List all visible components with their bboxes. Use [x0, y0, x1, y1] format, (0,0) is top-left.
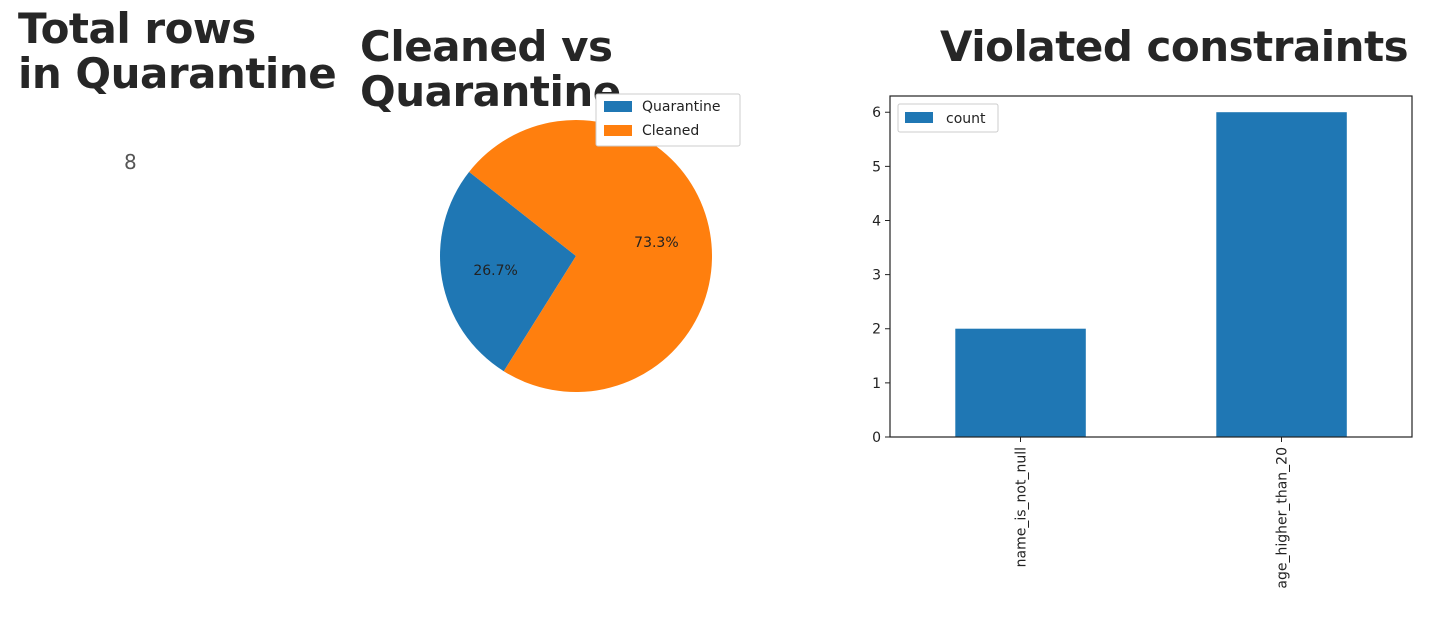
bar-chart: 0 1 2 3 4 5 6 name_is_not_null age_higher_than_2…: [872, 95, 1413, 589]
x-axis: name_is_not_null age_higher_than_20: [1014, 437, 1291, 589]
x-tick-label: name_is_not_null: [1014, 447, 1030, 567]
pie-chart: 26.7% 73.3% Quarantine Cleaned: [440, 93, 741, 392]
pie-slice-cleaned: [469, 119, 713, 392]
bar-legend-frame: [897, 103, 999, 133]
total-rows-title: Total rows in Quarantine: [18, 4, 337, 99]
pie-legend-entry: Quarantine: [642, 99, 721, 115]
bar-age_higher_than_20: [1216, 112, 1347, 437]
bar-legend-swatch: [905, 112, 933, 123]
y-tick-label: 0: [872, 430, 881, 446]
bars: [955, 112, 1347, 437]
y-tick-label: 4: [872, 213, 881, 229]
y-axis: 0 1 2 3 4 5 6: [872, 105, 890, 446]
y-tick-label: 5: [872, 159, 881, 175]
y-tick-label: 1: [872, 376, 881, 392]
y-tick-label: 6: [872, 105, 881, 121]
x-tick-label: age_higher_than_20: [1275, 447, 1291, 589]
plot-frame: [889, 95, 1413, 438]
pie-chart-title: Cleaned vs Quarantine: [360, 22, 621, 117]
y-tick-label: 2: [872, 322, 881, 338]
total-rows-value: 8: [124, 150, 137, 174]
bar-legend: count: [897, 103, 999, 133]
pie-slice-quarantine: [440, 171, 576, 372]
pie-legend-swatch-quarantine: [604, 101, 632, 112]
bar-chart-title: Violated constraints: [940, 22, 1409, 71]
y-tick-label: 3: [872, 268, 881, 284]
pie-legend-entry: Cleaned: [642, 123, 699, 139]
bar-legend-entry: count: [946, 111, 986, 127]
pie-legend: Quarantine Cleaned: [595, 93, 741, 147]
pie-legend-swatch-cleaned: [604, 125, 632, 136]
pie-value-label: 73.3%: [634, 235, 678, 251]
bar-name_is_not_null: [955, 328, 1086, 437]
pie-value-label: 26.7%: [473, 263, 517, 279]
